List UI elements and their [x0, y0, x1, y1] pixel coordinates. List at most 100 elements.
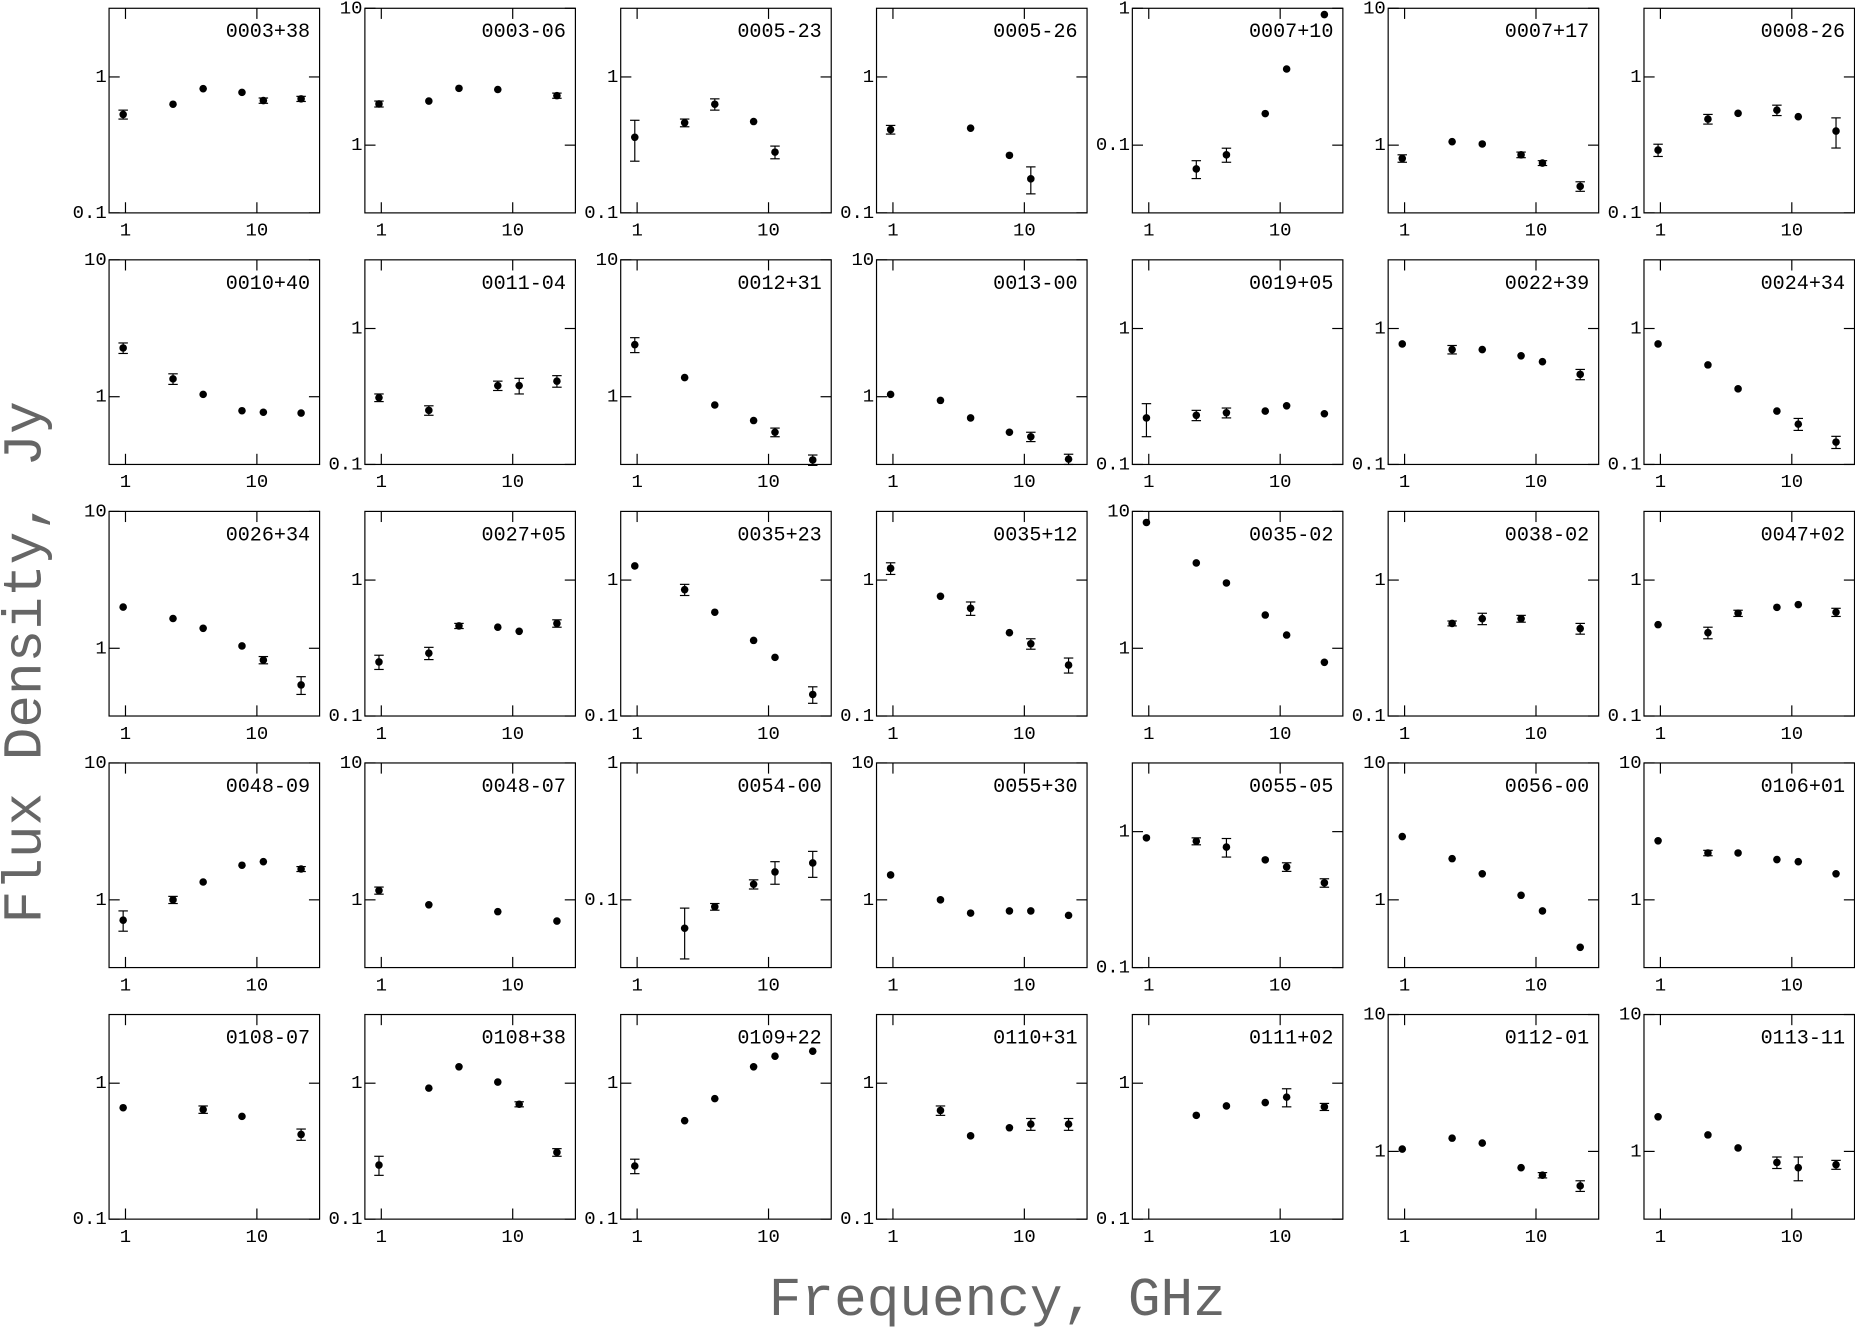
data-point: [455, 622, 463, 630]
data-point: [1027, 175, 1035, 183]
data-point: [711, 608, 719, 617]
data-point: [771, 148, 779, 156]
y-tick-label: 0.1: [584, 889, 618, 911]
panel-title: 0011-04: [482, 273, 566, 296]
panel-frame: [1387, 762, 1600, 969]
x-tick-label: 10: [1525, 974, 1548, 996]
y-tick-label: 0.1: [584, 202, 618, 224]
y-tick-label: 0.1: [1608, 705, 1642, 727]
data-point: [680, 924, 689, 933]
data-point: [199, 878, 207, 886]
panel-frame: [108, 1013, 321, 1220]
data-point: [494, 381, 502, 390]
data-point: [199, 1105, 207, 1114]
data-point: [425, 97, 433, 105]
panel: 1 10 0.1 1 0108+38: [328, 1013, 576, 1248]
x-tick-label: 10: [1780, 974, 1803, 996]
panel-frame: [108, 7, 321, 214]
x-tick-label: 1: [376, 220, 387, 242]
x-tick-label: 10: [1269, 220, 1292, 242]
data-point: [494, 85, 502, 94]
x-tick-label: 1: [376, 471, 387, 493]
data-point: [886, 390, 895, 399]
data-point: [119, 603, 127, 611]
panel-frame: [875, 762, 1088, 969]
y-tick-label: 1: [95, 386, 106, 408]
data-point: [1448, 854, 1456, 863]
panel-title: 0024+34: [1761, 273, 1845, 296]
panel-title: 0054-00: [737, 776, 821, 799]
y-tick-label: 1: [607, 66, 618, 88]
y-tick-label: 10: [84, 500, 107, 522]
data-point: [1222, 579, 1231, 587]
data-point: [1192, 1111, 1201, 1120]
data-point: [808, 690, 817, 699]
data-point: [119, 110, 127, 119]
data-point: [936, 592, 945, 601]
data-point: [1398, 1145, 1407, 1153]
data-point: [297, 95, 305, 103]
data-point: [1734, 1144, 1742, 1152]
data-point: [771, 428, 779, 437]
panel-title: 0008-26: [1761, 21, 1845, 44]
y-tick-label: 0.1: [328, 1208, 362, 1230]
data-point: [1538, 1171, 1547, 1179]
data-point: [1478, 140, 1487, 148]
data-point: [1192, 559, 1201, 567]
y-tick-label: 10: [1619, 1004, 1642, 1026]
x-tick-label: 10: [1013, 220, 1036, 242]
y-tick-label: 0.1: [1608, 453, 1642, 475]
data-point: [119, 1103, 127, 1112]
panel: 1 10 1 10 0106+01: [1619, 752, 1855, 996]
data-point: [1704, 1131, 1712, 1139]
x-tick-label: 1: [376, 974, 387, 996]
y-tick-label: 1: [1374, 889, 1385, 911]
data-point: [966, 1132, 975, 1140]
panel-frame: [875, 259, 1088, 466]
data-point: [1398, 832, 1407, 841]
data-point: [749, 416, 758, 425]
panel: 1 10 0.1 1 0008-26: [1608, 7, 1855, 242]
data-point: [1261, 407, 1270, 415]
data-point: [1282, 631, 1291, 639]
panel: 1 10 0.1 1 0005-23: [584, 7, 832, 242]
x-tick-label: 10: [1525, 723, 1548, 745]
x-tick-label: 10: [757, 471, 780, 493]
x-tick-label: 1: [631, 723, 642, 745]
panel-frame: [875, 510, 1088, 717]
data-point: [749, 880, 758, 889]
data-point: [553, 91, 561, 100]
data-point: [1005, 907, 1014, 915]
x-tick-label: 1: [1399, 974, 1410, 996]
data-point: [169, 375, 177, 383]
panel-frame: [1131, 762, 1344, 969]
data-point: [1704, 849, 1712, 857]
y-tick-label: 1: [1119, 1072, 1130, 1094]
data-point: [1576, 370, 1584, 379]
data-point: [553, 619, 561, 628]
data-point: [553, 377, 561, 385]
data-point: [1538, 357, 1547, 366]
y-tick-label: 1: [1119, 637, 1130, 659]
panel: 1 10 0.1 1 0038-02: [1352, 510, 1600, 745]
data-point: [808, 456, 817, 464]
y-tick-label: 1: [863, 66, 874, 88]
panel: 1 10 0.1 1 0019+05: [1096, 259, 1344, 493]
x-tick-label: 10: [501, 1226, 524, 1248]
panel: 1 10 0.1 1 0109+22: [584, 1013, 832, 1248]
data-point: [936, 896, 945, 904]
panel-title: 0048-09: [226, 776, 310, 799]
data-point: [680, 585, 689, 594]
data-point: [1794, 112, 1803, 121]
data-point: [1398, 340, 1407, 348]
x-tick-label: 10: [246, 723, 269, 745]
data-point: [1517, 151, 1525, 159]
data-point: [1794, 600, 1803, 609]
panel-title: 0048-07: [482, 776, 566, 799]
x-tick-label: 10: [757, 220, 780, 242]
y-tick-label: 0.1: [1096, 1208, 1130, 1230]
y-tick-label: 0.1: [73, 202, 107, 224]
x-tick-label: 1: [887, 1226, 898, 1248]
data-point: [1282, 65, 1291, 73]
x-tick-label: 10: [1269, 723, 1292, 745]
